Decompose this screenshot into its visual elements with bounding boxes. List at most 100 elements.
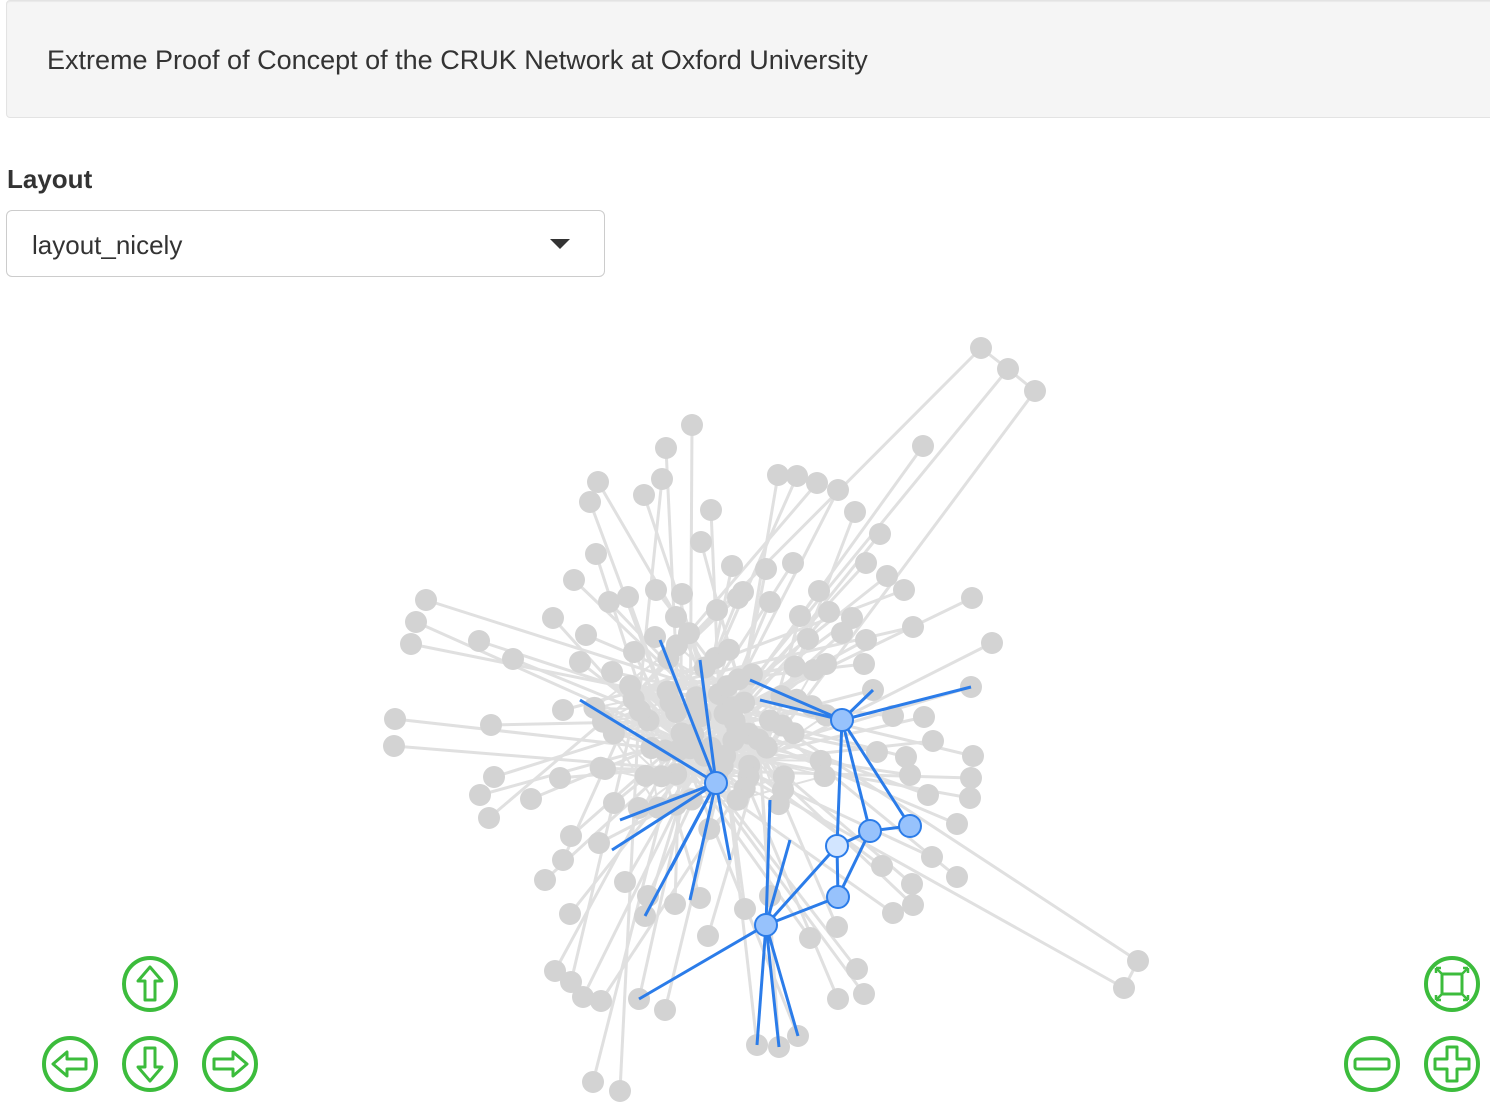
network-node[interactable]: [960, 767, 982, 789]
network-node[interactable]: [797, 628, 819, 650]
layout-select[interactable]: layout_nicely: [6, 210, 605, 277]
network-node[interactable]: [579, 491, 601, 513]
network-node[interactable]: [717, 638, 740, 661]
network-node[interactable]: [962, 745, 984, 767]
network-node[interactable]: [786, 465, 808, 487]
network-node[interactable]: [722, 729, 745, 752]
zoom-in-button[interactable]: [1423, 1035, 1481, 1093]
network-node[interactable]: [634, 764, 657, 787]
network-node[interactable]: [893, 579, 915, 601]
network-node[interactable]: [478, 807, 500, 829]
network-node[interactable]: [670, 722, 693, 745]
nav-down-button[interactable]: [121, 1035, 179, 1093]
network-node[interactable]: [913, 706, 935, 728]
network-node[interactable]: [946, 813, 968, 835]
zoom-out-button[interactable]: [1343, 1035, 1401, 1093]
zoom-fit-button[interactable]: [1423, 955, 1481, 1013]
network-node[interactable]: [782, 722, 805, 745]
highlighted-node[interactable]: [858, 819, 882, 843]
network-node[interactable]: [855, 629, 877, 651]
network-node[interactable]: [734, 898, 756, 920]
network-node[interactable]: [623, 641, 645, 663]
network-node[interactable]: [806, 472, 828, 494]
nav-up-button[interactable]: [121, 955, 179, 1013]
network-node[interactable]: [400, 633, 422, 655]
network-node[interactable]: [690, 531, 712, 553]
network-node[interactable]: [921, 846, 943, 868]
network-node[interactable]: [846, 958, 868, 980]
network-node[interactable]: [700, 499, 722, 521]
network-node[interactable]: [912, 435, 934, 457]
network-node[interactable]: [572, 986, 594, 1008]
network-node[interactable]: [681, 414, 703, 436]
network-node[interactable]: [782, 552, 804, 574]
network-node[interactable]: [589, 756, 612, 779]
highlighted-node[interactable]: [704, 771, 728, 795]
network-node[interactable]: [645, 579, 667, 601]
network-node[interactable]: [721, 555, 743, 577]
network-node[interactable]: [617, 586, 639, 608]
network-node[interactable]: [789, 605, 811, 627]
network-node[interactable]: [1024, 380, 1046, 402]
network-node[interactable]: [740, 663, 763, 686]
network-node[interactable]: [726, 788, 749, 811]
network-node[interactable]: [415, 589, 437, 611]
network-node[interactable]: [469, 784, 491, 806]
network-node[interactable]: [665, 606, 687, 628]
network-node[interactable]: [997, 358, 1019, 380]
network-node[interactable]: [619, 674, 642, 697]
network-node[interactable]: [799, 927, 821, 949]
network-node[interactable]: [1127, 950, 1149, 972]
network-node[interactable]: [727, 587, 749, 609]
network-node[interactable]: [633, 484, 655, 506]
network-node[interactable]: [689, 887, 711, 909]
network-node[interactable]: [601, 661, 623, 683]
network-node[interactable]: [871, 855, 893, 877]
network-node[interactable]: [767, 793, 790, 816]
network-node[interactable]: [534, 869, 556, 891]
network-node[interactable]: [582, 1071, 604, 1093]
network-node[interactable]: [853, 653, 875, 675]
network-node[interactable]: [549, 767, 571, 789]
network-node[interactable]: [802, 659, 825, 682]
network-node[interactable]: [902, 616, 924, 638]
network-node[interactable]: [677, 622, 700, 645]
network-node[interactable]: [844, 501, 866, 523]
network-node[interactable]: [685, 686, 708, 709]
nav-left-button[interactable]: [41, 1035, 99, 1093]
network-node[interactable]: [946, 866, 968, 888]
network-node[interactable]: [698, 817, 721, 840]
network-node[interactable]: [651, 468, 673, 490]
network-node[interactable]: [899, 764, 921, 786]
network-node[interactable]: [855, 552, 877, 574]
network-node[interactable]: [813, 765, 836, 788]
network-node[interactable]: [483, 766, 505, 788]
network-node[interactable]: [588, 832, 610, 854]
network-node[interactable]: [783, 655, 806, 678]
network-node[interactable]: [502, 648, 524, 670]
network-node[interactable]: [922, 730, 944, 752]
network-node[interactable]: [697, 925, 719, 947]
network-node[interactable]: [808, 580, 830, 602]
network-node[interactable]: [970, 337, 992, 359]
network-node[interactable]: [614, 871, 636, 893]
highlighted-node[interactable]: [898, 814, 922, 838]
network-node[interactable]: [866, 741, 888, 763]
network-node[interactable]: [569, 651, 591, 673]
network-node[interactable]: [767, 464, 789, 486]
network-node[interactable]: [542, 607, 564, 629]
network-node[interactable]: [733, 691, 756, 714]
network-node[interactable]: [755, 558, 777, 580]
network-node[interactable]: [895, 746, 917, 768]
network-node[interactable]: [654, 999, 676, 1021]
network-node[interactable]: [559, 903, 581, 925]
network-node[interactable]: [869, 523, 891, 545]
network-node[interactable]: [755, 736, 778, 759]
network-node[interactable]: [827, 988, 849, 1010]
network-node[interactable]: [468, 630, 490, 652]
network-node[interactable]: [902, 894, 924, 916]
network-node[interactable]: [818, 601, 840, 623]
network-node[interactable]: [603, 792, 625, 814]
network-node[interactable]: [655, 437, 677, 459]
